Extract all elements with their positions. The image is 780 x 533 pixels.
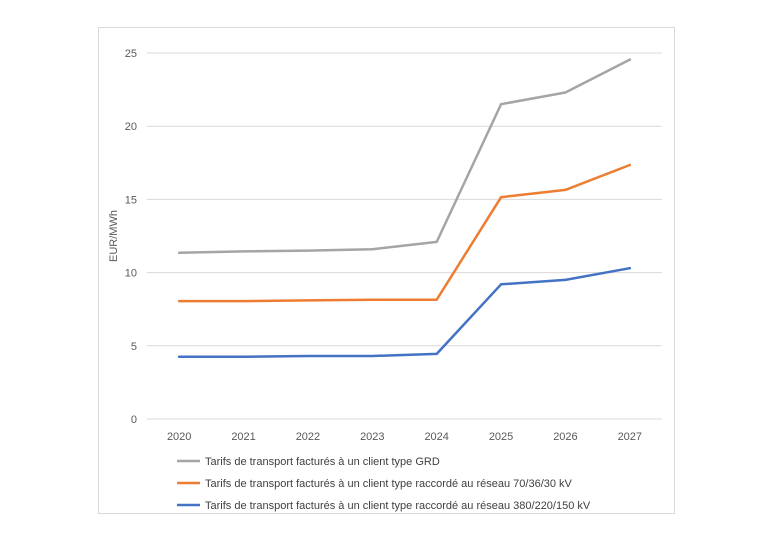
data-point bbox=[177, 355, 181, 358]
y-tick-label: 10 bbox=[125, 268, 137, 280]
x-tick-label: 2024 bbox=[424, 431, 448, 443]
y-tick-label: 20 bbox=[125, 121, 137, 133]
y-tick-label: 0 bbox=[131, 414, 137, 426]
legend-label-2: Tarifs de transport facturés à un client… bbox=[205, 478, 573, 490]
data-point bbox=[306, 299, 310, 302]
series-lines bbox=[177, 58, 632, 359]
data-point bbox=[371, 298, 374, 301]
data-point bbox=[499, 283, 503, 286]
legend-label-3: Tarifs de transport facturés à un client… bbox=[205, 500, 591, 512]
chart-frame bbox=[98, 27, 675, 514]
x-tick-label: 2023 bbox=[360, 431, 384, 443]
series-line-2 bbox=[177, 163, 632, 303]
data-point bbox=[628, 163, 632, 167]
y-tick-label: 5 bbox=[131, 341, 137, 353]
data-point bbox=[242, 250, 245, 253]
data-point bbox=[628, 267, 632, 270]
legend-label-1: Tarifs de transport facturés à un client… bbox=[205, 456, 440, 468]
data-point bbox=[564, 188, 567, 192]
data-point bbox=[306, 354, 310, 358]
y-tick-label: 25 bbox=[125, 48, 137, 60]
data-point bbox=[371, 354, 374, 358]
data-point bbox=[242, 299, 245, 303]
x-tick-label: 2027 bbox=[618, 431, 642, 443]
data-point bbox=[371, 247, 374, 251]
data-point bbox=[242, 355, 245, 358]
y-tick-label: 15 bbox=[125, 194, 137, 206]
data-point bbox=[499, 103, 503, 106]
data-point bbox=[306, 249, 310, 252]
data-point bbox=[177, 299, 181, 303]
x-axis-ticks: 2020 2021 2022 2023 2024 2025 2026 2027 bbox=[167, 431, 642, 443]
data-point bbox=[499, 196, 503, 199]
series-line-3 bbox=[177, 266, 632, 359]
data-point bbox=[435, 298, 438, 301]
x-tick-label: 2020 bbox=[167, 431, 191, 443]
y-axis-ticks: 0 5 10 15 20 25 bbox=[125, 48, 137, 426]
x-tick-label: 2026 bbox=[553, 431, 577, 443]
series-line-1 bbox=[177, 58, 632, 255]
data-point bbox=[564, 91, 567, 94]
data-point bbox=[435, 352, 438, 356]
x-tick-label: 2025 bbox=[489, 431, 513, 443]
x-tick-label: 2022 bbox=[296, 431, 320, 443]
legend: Tarifs de transport facturés à un client… bbox=[177, 456, 591, 512]
data-point bbox=[435, 240, 438, 244]
gridlines bbox=[147, 52, 662, 420]
x-tick-label: 2021 bbox=[231, 431, 255, 443]
data-point bbox=[628, 58, 632, 61]
data-point bbox=[177, 251, 181, 255]
data-point bbox=[564, 278, 567, 282]
y-axis-label: EUR/MWh bbox=[108, 210, 120, 262]
